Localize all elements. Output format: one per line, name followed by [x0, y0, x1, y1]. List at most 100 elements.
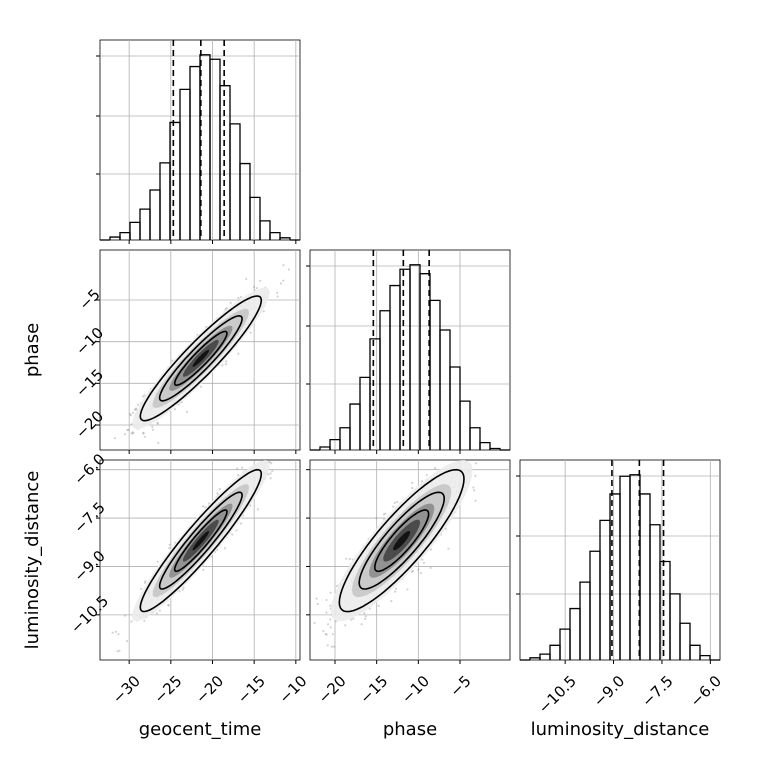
pair-geocent-time-vs-luminosity-distance-point-249	[270, 462, 273, 465]
pair-phase-vs-luminosity-distance-point-925	[458, 456, 460, 458]
pair-phase-vs-luminosity-distance-point-440	[375, 516, 378, 520]
pair-phase-vs-luminosity-distance-point-134	[420, 480, 424, 483]
pair-geocent-time-vs-phase-contour-0	[139, 295, 263, 422]
pair-geocent-time-vs-phase-point-991	[134, 407, 138, 410]
pair-geocent-time-vs-luminosity-distance-point-1371	[257, 455, 259, 457]
pair-phase-vs-luminosity-distance-point-1056	[382, 513, 386, 516]
pair-phase-vs-luminosity-distance-point-359	[411, 569, 415, 572]
pair-phase-vs-luminosity-distance-point-1302	[363, 612, 366, 615]
pair-geocent-time-vs-phase-density-4	[192, 349, 210, 367]
hist-luminosity-distance-bar-17	[689, 644, 701, 660]
pair-geocent-time-vs-luminosity-distance-point-105	[118, 649, 121, 652]
hist-phase-panel	[306, 249, 511, 454]
pair-geocent-time-vs-luminosity-distance-point-92	[216, 492, 219, 495]
pair-geocent-time-vs-luminosity-distance-point-499	[144, 580, 147, 583]
pair-geocent-time-vs-phase-point-347	[252, 285, 256, 289]
hist-geocent-time-bar-18	[279, 237, 291, 240]
pair-geocent-time-vs-luminosity-distance-point-519	[272, 457, 274, 459]
pair-geocent-time-vs-luminosity-distance-point-1151	[130, 620, 133, 623]
x-axis-label-phase: phase	[383, 719, 437, 740]
axis-labels: geocent_time phase luminosity_distance p…	[22, 323, 709, 740]
pair-geocent-time-vs-phase-point-845	[225, 360, 228, 363]
pair-phase-vs-luminosity-distance-point-121	[315, 597, 318, 600]
pair-geocent-time-vs-phase-point-258	[237, 296, 240, 300]
pair-geocent-time-vs-luminosity-distance-point-770	[231, 533, 234, 536]
pair-geocent-time-vs-luminosity-distance-contour-0	[139, 468, 263, 613]
pair-phase-vs-luminosity-distance-xtick-label-3: −5	[446, 672, 474, 700]
pair-geocent-time-vs-phase-point-382	[224, 363, 228, 366]
pair-geocent-time-vs-phase-point-689	[237, 352, 240, 355]
pair-phase-vs-luminosity-distance-point-1353	[326, 644, 329, 647]
pair-phase-vs-luminosity-distance-point-514	[392, 505, 395, 508]
pair-geocent-time-vs-phase-point-647	[142, 395, 145, 398]
pair-geocent-time-vs-phase-point-407	[276, 295, 279, 298]
pair-geocent-time-vs-luminosity-distance-point-675	[181, 588, 184, 591]
pair-phase-vs-luminosity-distance-point-424	[330, 645, 334, 648]
pair-geocent-time-vs-phase-point-510	[199, 385, 203, 388]
hist-luminosity-distance-xtick-label-0: −10.5	[535, 672, 580, 717]
pair-geocent-time-vs-luminosity-distance-point-942	[218, 487, 221, 491]
pair-geocent-time-vs-phase-point-1173	[143, 435, 146, 438]
pair-phase-vs-luminosity-distance-point-824	[360, 623, 363, 626]
pair-geocent-time-vs-luminosity-distance-panel: −10.5−9.0−7.5−6.0−30 −25 −20 −15 −10	[67, 450, 311, 707]
pair-geocent-time-vs-phase-contour-2	[173, 330, 228, 386]
pair-phase-vs-luminosity-distance-point-572	[331, 633, 334, 636]
pair-phase-vs-luminosity-distance-point-1153	[417, 568, 420, 571]
panels: −10.5 −9.0 −7.5 −6.0−20−15−10−5−10.5−9.0−7.…	[67, 39, 725, 717]
y-axis-label-luminosity-distance: luminosity_distance	[22, 471, 43, 650]
pair-geocent-time-vs-phase-point-437	[173, 408, 177, 411]
pair-phase-vs-luminosity-distance-point-695	[474, 462, 478, 465]
pair-phase-vs-luminosity-distance-xtick-label-1: −15	[356, 672, 391, 707]
pair-geocent-time-vs-luminosity-distance-point-327	[269, 472, 272, 475]
pair-phase-vs-luminosity-distance-point-187	[411, 481, 414, 485]
pair-geocent-time-vs-phase-point-639	[279, 282, 283, 285]
pair-geocent-time-vs-phase-point-442	[259, 279, 262, 282]
pair-phase-vs-luminosity-distance-point-1217	[313, 621, 316, 625]
pair-phase-vs-luminosity-distance-point-1122	[473, 489, 476, 492]
pair-phase-vs-luminosity-distance-xtick-label-2: −10	[398, 672, 433, 707]
pair-geocent-time-vs-luminosity-distance-point-839	[271, 470, 274, 473]
pair-geocent-time-vs-phase-point-893	[245, 277, 248, 281]
pair-geocent-time-vs-luminosity-distance-xtick-label-3: −15	[234, 672, 269, 707]
pair-geocent-time-vs-luminosity-distance-point-892	[236, 467, 239, 470]
pair-geocent-time-vs-phase-content	[113, 264, 291, 444]
pair-geocent-time-vs-phase-point-87	[128, 413, 132, 416]
pair-phase-vs-luminosity-distance-point-27	[411, 486, 414, 490]
pair-phase-vs-luminosity-distance-point-741	[460, 455, 462, 457]
hist-geocent-time-bar-15	[249, 196, 261, 240]
pair-phase-vs-luminosity-distance-xtick-label-0: −20	[315, 672, 350, 707]
pair-geocent-time-vs-luminosity-distance-point-629	[267, 453, 269, 455]
pair-geocent-time-vs-luminosity-distance-content	[111, 453, 274, 653]
pair-geocent-time-vs-phase-point-1243	[287, 268, 291, 271]
pair-geocent-time-vs-phase-point-1303	[151, 428, 154, 431]
pair-phase-vs-luminosity-distance-density-4	[393, 531, 411, 551]
pair-phase-vs-luminosity-distance-contour-0	[338, 468, 465, 613]
pair-phase-vs-luminosity-distance-point-450	[422, 561, 425, 564]
pair-geocent-time-vs-luminosity-distance-point-737	[158, 609, 161, 612]
pair-geocent-time-vs-luminosity-distance-point-1062	[114, 630, 118, 633]
pair-geocent-time-vs-luminosity-distance-point-742	[125, 639, 129, 643]
pair-phase-vs-luminosity-distance-point-664	[419, 571, 422, 575]
pair-geocent-time-vs-luminosity-distance-point-1000	[140, 587, 143, 591]
pair-geocent-time-vs-luminosity-distance-xtick-label-0: −30	[109, 672, 144, 707]
pair-phase-vs-luminosity-distance-point-1171	[364, 615, 367, 618]
pair-geocent-time-vs-luminosity-distance-point-1392	[223, 547, 227, 550]
pair-geocent-time-vs-luminosity-distance-point-191	[167, 604, 170, 607]
pair-geocent-time-vs-phase-point-828	[129, 414, 132, 417]
pair-phase-vs-luminosity-distance-point-418	[325, 611, 328, 614]
pair-geocent-time-vs-phase-point-566	[142, 431, 145, 434]
pair-geocent-time-vs-phase-point-626	[185, 410, 188, 413]
pair-geocent-time-vs-luminosity-distance-xtick-label-4: −10	[275, 672, 310, 707]
pair-phase-vs-luminosity-distance-point-894	[394, 587, 398, 590]
pair-geocent-time-vs-phase-point-673	[255, 286, 259, 290]
pair-phase-vs-luminosity-distance-point-580	[329, 604, 332, 607]
x-axis-label-luminosity-distance: luminosity_distance	[531, 719, 710, 740]
pair-geocent-time-vs-luminosity-distance-point-204	[155, 612, 159, 615]
hist-luminosity-distance-xtick-label-2: −7.5	[638, 672, 676, 710]
pair-geocent-time-vs-phase-point-543	[282, 264, 285, 267]
pair-geocent-time-vs-phase-point-782	[156, 421, 159, 424]
pair-geocent-time-vs-luminosity-distance-point-471	[235, 529, 238, 532]
pair-geocent-time-vs-luminosity-distance-point-1061	[156, 560, 159, 563]
pair-geocent-time-vs-phase-point-753	[142, 432, 145, 435]
pair-geocent-time-vs-luminosity-distance-point-1063	[254, 460, 257, 462]
